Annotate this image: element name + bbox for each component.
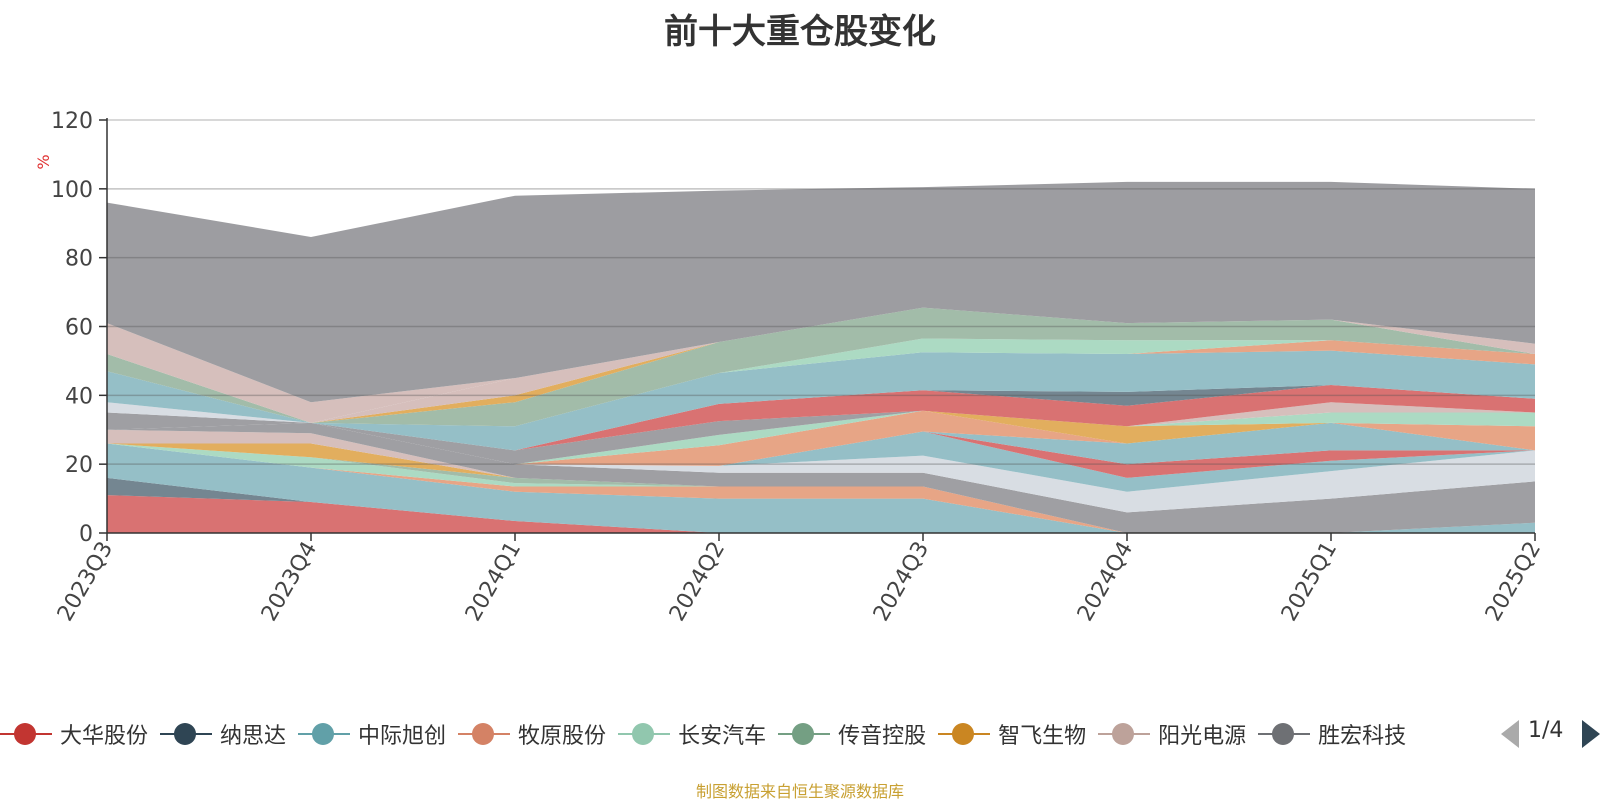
legend-label: 大华股份 <box>60 724 149 749</box>
area-series-15[interactable] <box>107 410 1535 465</box>
y-tick-label: 20 <box>65 453 93 478</box>
legend-label: 阳光电源 <box>1158 724 1247 749</box>
y-tick-label: 100 <box>51 178 93 203</box>
x-tick-label: 2024Q1 <box>461 538 526 626</box>
area-series-17[interactable] <box>107 402 1535 465</box>
legend-next-arrow-icon[interactable] <box>1582 720 1600 748</box>
legend-marker-icon <box>778 720 831 748</box>
x-tick-label: 2025Q1 <box>1277 538 1342 626</box>
area-layers <box>107 181 1535 534</box>
legend-prev-arrow-icon[interactable] <box>1501 720 1519 748</box>
y-tick-label: 60 <box>65 316 93 341</box>
area-series-22[interactable] <box>107 338 1535 430</box>
area-series-28[interactable] <box>107 307 1535 423</box>
legend-marker-icon <box>938 720 991 748</box>
area-series-9[interactable] <box>107 422 1535 513</box>
legend-page-indicator: 1/4 <box>1528 718 1564 743</box>
x-tick-label: 2024Q4 <box>1073 538 1138 626</box>
x-tick-label: 2024Q3 <box>869 538 934 626</box>
legend-item[interactable]: 阳光电源 <box>1098 718 1246 750</box>
area-series-8[interactable] <box>107 422 1535 533</box>
legend-marker-icon <box>298 720 351 748</box>
grid-lines <box>107 119 1535 465</box>
x-tick-label: 2024Q2 <box>665 538 730 626</box>
area-series-12[interactable] <box>107 422 1535 466</box>
legend-item[interactable]: 大华股份 <box>0 718 148 750</box>
legend-pager: 1/4 <box>1498 718 1600 750</box>
legend-label: 胜宏科技 <box>1318 724 1407 749</box>
legend-marker-icon <box>0 720 52 748</box>
area-series-16[interactable] <box>107 402 1535 465</box>
y-axis-label: % <box>34 154 53 169</box>
area-series-23[interactable] <box>107 307 1535 430</box>
area-series-0[interactable] <box>107 495 1535 533</box>
y-tick-label: 0 <box>79 522 93 547</box>
legend-label: 传音控股 <box>838 724 927 749</box>
legend-label: 牧原股份 <box>518 724 607 749</box>
area-series-18[interactable] <box>107 385 1535 451</box>
x-tick-label: 2023Q4 <box>257 538 322 626</box>
legend-marker-icon <box>1258 720 1311 748</box>
source-note: 制图数据来自恒生聚源数据库 <box>695 782 904 801</box>
y-tick-label: 40 <box>65 384 93 409</box>
legend: 大华股份 纳思达 中际旭创 牧原股份 长安汽车 传音控股 智飞生物 阳光电源 胜宏科技 <box>0 718 1480 750</box>
legend-item[interactable]: 牧原股份 <box>458 718 606 750</box>
legend-marker-icon <box>1098 720 1151 748</box>
legend-label: 中际旭创 <box>358 724 447 749</box>
legend-label: 长安汽车 <box>678 724 767 749</box>
legend-marker-icon <box>160 720 213 748</box>
legend-item[interactable]: 智飞生物 <box>938 718 1086 750</box>
chart-title: 前十大重仓股变化 <box>664 12 936 52</box>
area-series-21[interactable] <box>107 340 1535 430</box>
legend-item[interactable]: 长安汽车 <box>618 718 766 750</box>
y-tick-label: 120 <box>51 109 93 134</box>
legend-item[interactable]: 胜宏科技 <box>1258 718 1406 750</box>
area-series-13[interactable] <box>107 410 1535 466</box>
area-series-10[interactable] <box>107 422 1535 492</box>
legend-label: 智飞生物 <box>998 724 1087 749</box>
area-series-6[interactable] <box>107 443 1535 534</box>
area-series-3[interactable] <box>107 443 1535 534</box>
legend-label: 纳思达 <box>220 724 287 749</box>
legend-marker-icon <box>618 720 671 748</box>
area-series-2[interactable] <box>107 443 1535 534</box>
legend-item[interactable]: 传音控股 <box>778 718 926 750</box>
y-tick-label: 80 <box>65 247 93 272</box>
legend-item[interactable]: 中际旭创 <box>298 718 446 750</box>
area-series-20[interactable] <box>107 350 1535 451</box>
area-series-32[interactable] <box>107 181 1535 403</box>
x-tick-label: 2023Q3 <box>53 538 118 626</box>
area-series-11[interactable] <box>107 422 1535 478</box>
x-tick-label: 2025Q2 <box>1481 538 1546 626</box>
legend-marker-icon <box>458 720 511 748</box>
legend-item[interactable]: 纳思达 <box>160 718 286 750</box>
area-series-7[interactable] <box>107 429 1535 533</box>
area-series-25[interactable] <box>107 307 1535 430</box>
